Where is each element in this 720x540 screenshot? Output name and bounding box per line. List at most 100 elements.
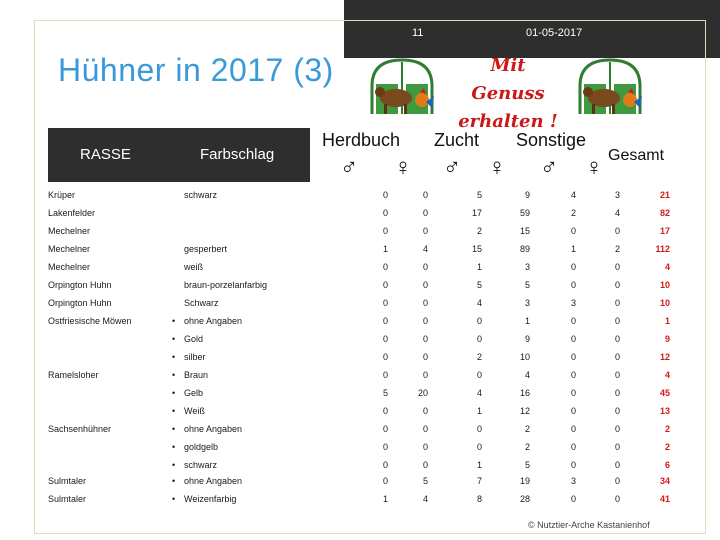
zucht-male-cell: 8 [476,494,482,504]
farbschlag-cell: weiß [172,262,203,272]
sonstige-female-cell: 0 [614,460,620,470]
sonstige-female-cell: 0 [614,476,620,486]
rasse-cell: Sachsenhühner [48,424,112,434]
zucht-male-cell: 5 [476,280,482,290]
sonstige-female-cell: 0 [614,316,620,326]
herdbuch-female-cell: 4 [422,244,428,254]
herdbuch-male-cell: 0 [382,352,388,362]
gesamt-cell: 4 [664,370,670,380]
table-row: • Gelb 5 20 4 16 0 0 45 [48,384,680,402]
herdbuch-female-cell: 0 [422,460,428,470]
table-row: Sulmtaler • ohne Angaben 0 5 7 19 3 0 34 [48,472,680,490]
gesamt-cell: 2 [664,442,670,452]
herdbuch-female-cell: 0 [422,334,428,344]
sonstige-male-cell: 0 [570,406,576,416]
table-row: • Weiß 0 0 1 12 0 0 13 [48,402,680,420]
sonstige-male-cell: 3 [570,298,576,308]
sonstige-male-cell: 0 [570,424,576,434]
farbschlag-cell: • silber [172,352,206,362]
herdbuch-male-cell: 0 [382,280,388,290]
farbschlag-cell: • ohne Angaben [172,424,242,434]
herdbuch-male-cell: 0 [382,316,388,326]
slide-number: 11 [412,27,424,39]
gesamt-cell: 13 [659,406,670,416]
rasse-cell: Krüper [48,190,76,200]
header-farbschlag: Farbschlag [200,146,275,163]
sonstige-female-cell: 2 [614,244,620,254]
zucht-female-cell: 12 [519,406,530,416]
sonstige-female-cell: 0 [614,388,620,398]
sonstige-female-cell: 0 [614,298,620,308]
slide-date: 01-05-2017 [526,27,583,39]
table-row: Lakenfelder 0 0 17 59 2 4 82 [48,204,680,222]
farbschlag-text: ohne Angaben [184,476,243,486]
farbschlag-text: gesperbert [184,244,228,254]
male-symbol: ♂ [540,154,558,181]
header-herdbuch: Herdbuch [322,130,401,150]
zucht-female-cell: 59 [519,208,530,218]
farbschlag-text: ohne Angaben [184,424,243,434]
sonstige-female-cell: 4 [614,208,620,218]
herdbuch-female-cell: 4 [422,494,428,504]
female-symbol: ♀ [585,154,603,181]
gesamt-cell: 112 [655,244,670,254]
sonstige-male-cell: 0 [570,316,576,326]
table-row: Ramelsloher • Braun 0 0 0 4 0 0 4 [48,366,680,384]
herdbuch-female-cell: 0 [422,352,428,362]
bullet: • [172,476,176,486]
farbschlag-text: Weizenfarbig [184,494,237,504]
rasse-cell: Mechelner [48,262,91,272]
zucht-female-cell: 1 [524,316,530,326]
zucht-female-cell: 89 [519,244,530,254]
farbschlag-text: weiß [184,262,204,272]
herdbuch-female-cell: 0 [422,262,428,272]
zucht-female-cell: 19 [519,476,530,486]
herdbuch-female-cell: 0 [422,316,428,326]
sonstige-female-cell: 3 [614,190,620,200]
zucht-male-cell: 0 [476,334,482,344]
gesamt-cell: 1 [664,316,670,326]
table-row: • Gold 0 0 0 9 0 0 9 [48,330,680,348]
bullet: • [172,406,176,416]
zucht-female-cell: 15 [519,226,530,236]
banner-line-1: Mit Genuss [471,55,545,104]
zucht-male-cell: 0 [476,424,482,434]
herdbuch-male-cell: 0 [382,334,388,344]
rasse-cell: Mechelner [48,226,91,236]
sonstige-male-cell: 0 [570,352,576,362]
table-row: Orpington Huhn braun-porzelanfarbig 0 0 5 5 0 0… [48,276,680,294]
herdbuch-male-cell: 0 [382,442,388,452]
table-row: • schwarz 0 0 1 5 0 0 6 [48,456,680,474]
bullet: • [172,494,176,504]
farbschlag-cell [172,208,184,218]
herdbuch-female-cell: 0 [422,226,428,236]
zucht-male-cell: 1 [476,406,482,416]
farm-gate-cow-rooster-icon [370,58,434,114]
herdbuch-female-cell: 0 [422,424,428,434]
zucht-female-cell: 9 [524,334,530,344]
zucht-female-cell: 5 [524,280,530,290]
herdbuch-male-cell: 0 [382,262,388,272]
zucht-male-cell: 1 [476,262,482,272]
farbschlag-cell: braun-porzelanfarbig [172,280,267,290]
zucht-female-cell: 28 [519,494,530,504]
farm-gate-cow-rooster-icon [578,58,642,114]
bullet: • [172,370,176,380]
farbschlag-cell: • goldgelb [172,442,218,452]
herdbuch-female-cell: 0 [422,406,428,416]
herdbuch-female-cell: 0 [422,442,428,452]
gesamt-cell: 45 [659,388,670,398]
bullet: • [172,334,176,344]
herdbuch-male-cell: 1 [382,494,388,504]
banner-slogan: Mit Genuss erhalten ! [454,52,562,132]
herdbuch-female-cell: 0 [422,190,428,200]
zucht-male-cell: 0 [476,370,482,380]
farbschlag-cell: • Braun [172,370,208,380]
top-bar: 11 01-05-2017 [344,0,720,58]
bullet: • [172,460,176,470]
bullet: • [172,388,176,398]
rasse-cell: Orpington Huhn [48,298,112,308]
gesamt-cell: 41 [659,494,670,504]
rasse-cell: Lakenfelder [48,208,96,218]
herdbuch-male-cell: 0 [382,208,388,218]
